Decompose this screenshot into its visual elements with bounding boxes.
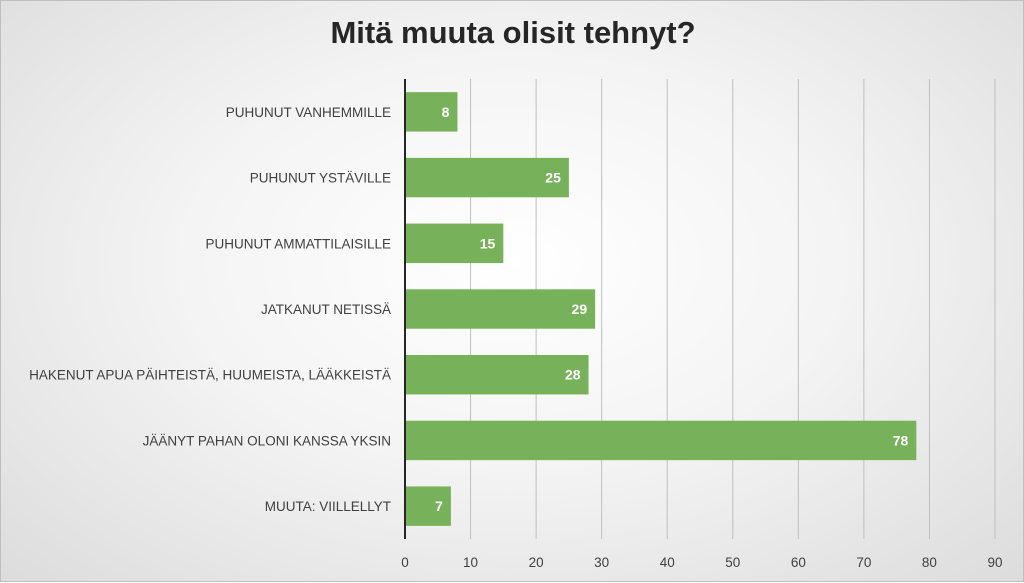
- x-tick-label: 90: [987, 555, 1002, 570]
- category-label: MUUTA: VIILLELLYT: [265, 499, 391, 514]
- data-label: 78: [893, 432, 909, 448]
- category-label: PUHUNUT AMMATTILAISILLE: [205, 236, 391, 251]
- data-label: 15: [480, 235, 496, 251]
- bar: [405, 157, 569, 198]
- bar: [405, 223, 504, 263]
- data-label: 7: [435, 498, 443, 514]
- x-tick-label: 40: [660, 555, 675, 570]
- category-label: PUHUNUT VANHEMMILLE: [226, 105, 391, 120]
- category-label: JATKANUT NETISSÄ: [261, 302, 391, 317]
- category-label: JÄÄNYT PAHAN OLONI KANSSA YKSIN: [143, 433, 391, 448]
- x-tick-label: 70: [856, 555, 871, 570]
- bar: [405, 420, 917, 461]
- x-tick-label: 0: [401, 555, 409, 570]
- x-tick-label: 80: [922, 555, 937, 570]
- data-label: 28: [565, 367, 581, 383]
- x-tick-label: 50: [725, 555, 740, 570]
- data-label: 8: [442, 104, 450, 120]
- bar: [405, 355, 589, 395]
- bar: [405, 289, 596, 329]
- data-label: 29: [572, 301, 588, 317]
- x-tick-label: 30: [594, 555, 609, 570]
- category-label: PUHUNUT YSTÄVILLE: [250, 171, 391, 186]
- x-tick-label: 20: [529, 555, 544, 570]
- category-label: HAKENUT APUA PÄIHTEISTÄ, HUUMEISTA, LÄÄK…: [29, 368, 391, 383]
- x-tick-label: 60: [791, 555, 806, 570]
- bar: [405, 92, 458, 132]
- data-label: 25: [545, 170, 561, 186]
- x-tick-label: 10: [463, 555, 478, 570]
- chart-title: Mitä muuta olisit tehnyt?: [330, 15, 696, 50]
- bar: [405, 486, 451, 526]
